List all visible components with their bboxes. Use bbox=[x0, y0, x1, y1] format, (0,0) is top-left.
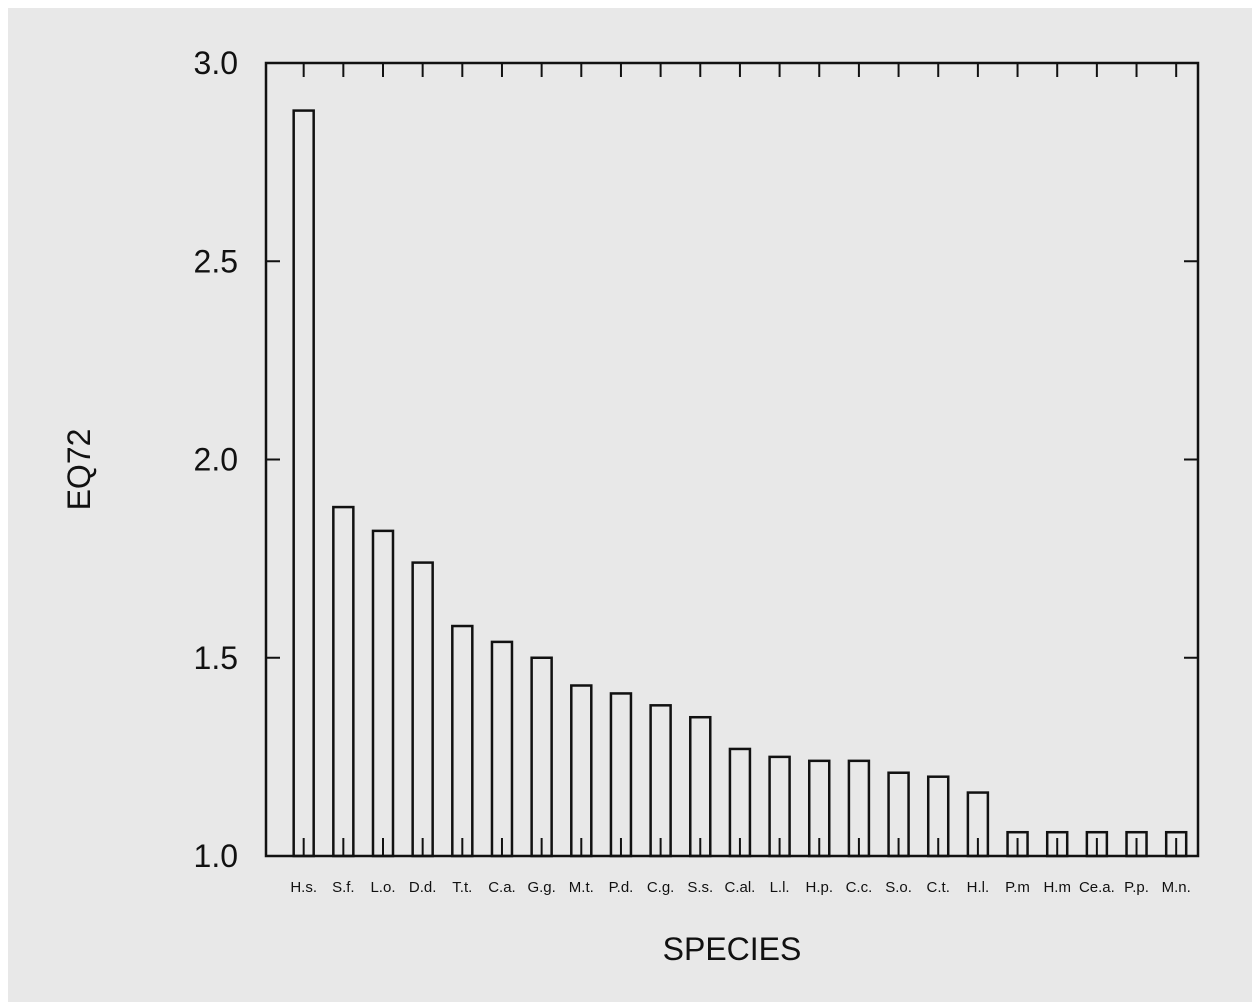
y-tick-label: 2.5 bbox=[194, 243, 238, 279]
x-tick-label: P.p. bbox=[1124, 879, 1149, 896]
x-tick-label: S.s. bbox=[687, 879, 713, 896]
x-tick-label: H.s. bbox=[290, 879, 317, 896]
bar bbox=[332, 505, 355, 858]
x-tick-label: H.p. bbox=[805, 879, 833, 896]
x-tick-label: C.a. bbox=[488, 879, 516, 896]
bar bbox=[530, 656, 553, 858]
y-axis-title: EQ72 bbox=[61, 429, 97, 511]
bar-chart: 1.0 1.5 2.0 2.5 3.0 H.s. S.f. L.o. D.d. T.t. C.a.… bbox=[61, 45, 1200, 967]
x-tick-label: S.f. bbox=[332, 879, 355, 896]
bar bbox=[689, 715, 712, 858]
x-tick-label: P.d. bbox=[609, 879, 634, 896]
bar bbox=[490, 640, 514, 858]
x-tick-label: P.m bbox=[1005, 879, 1030, 896]
x-tick-label: C.al. bbox=[725, 879, 756, 896]
bars-group bbox=[292, 109, 1188, 858]
y-tick-label: 1.5 bbox=[194, 640, 238, 676]
x-tick-label: H.l. bbox=[967, 879, 990, 896]
y-tick-label: 2.0 bbox=[194, 442, 238, 478]
x-tick-label: S.o. bbox=[885, 879, 912, 896]
chart-figure: 1.0 1.5 2.0 2.5 3.0 H.s. S.f. L.o. D.d. T.t. C.a.… bbox=[8, 8, 1252, 1002]
bar bbox=[649, 704, 672, 858]
y-ticks-group: 1.0 1.5 2.0 2.5 3.0 bbox=[194, 45, 1198, 874]
bar bbox=[451, 624, 474, 858]
axes-group bbox=[264, 61, 1200, 858]
bar bbox=[371, 529, 395, 858]
bar bbox=[411, 561, 434, 858]
x-ticks-group: H.s. S.f. L.o. D.d. T.t. C.a. G.g. M.t. P.d. C.g.… bbox=[290, 63, 1191, 896]
x-tick-label: G.g. bbox=[527, 879, 555, 896]
bar bbox=[292, 109, 315, 858]
x-tick-label: L.o. bbox=[370, 879, 395, 896]
x-tick-label: T.t. bbox=[452, 879, 472, 896]
x-tick-label: L.l. bbox=[770, 879, 790, 896]
plot-frame bbox=[264, 61, 1200, 858]
bar bbox=[570, 684, 593, 858]
x-tick-label: Ce.a. bbox=[1079, 879, 1115, 896]
y-tick-label: 3.0 bbox=[194, 45, 238, 81]
x-tick-label: C.t. bbox=[927, 879, 950, 896]
x-tick-label: C.g. bbox=[647, 879, 675, 896]
x-tick-label: H.m bbox=[1043, 879, 1071, 896]
x-tick-label: M.t. bbox=[569, 879, 594, 896]
x-tick-label: D.d. bbox=[409, 879, 437, 896]
y-tick-label: 1.0 bbox=[194, 838, 238, 874]
x-tick-label: C.c. bbox=[846, 879, 873, 896]
x-axis-title: SPECIES bbox=[663, 931, 802, 967]
x-tick-label: M.n. bbox=[1162, 879, 1191, 896]
bar bbox=[609, 692, 633, 858]
